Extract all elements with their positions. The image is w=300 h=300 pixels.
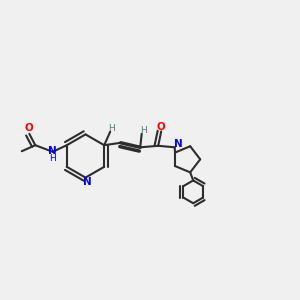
Text: H: H: [108, 124, 115, 133]
Text: O: O: [25, 123, 34, 134]
Text: N: N: [82, 177, 91, 187]
Text: H: H: [49, 154, 56, 163]
Text: N: N: [48, 146, 57, 156]
Text: O: O: [157, 122, 166, 132]
Text: H: H: [140, 126, 147, 135]
Text: N: N: [174, 139, 183, 149]
